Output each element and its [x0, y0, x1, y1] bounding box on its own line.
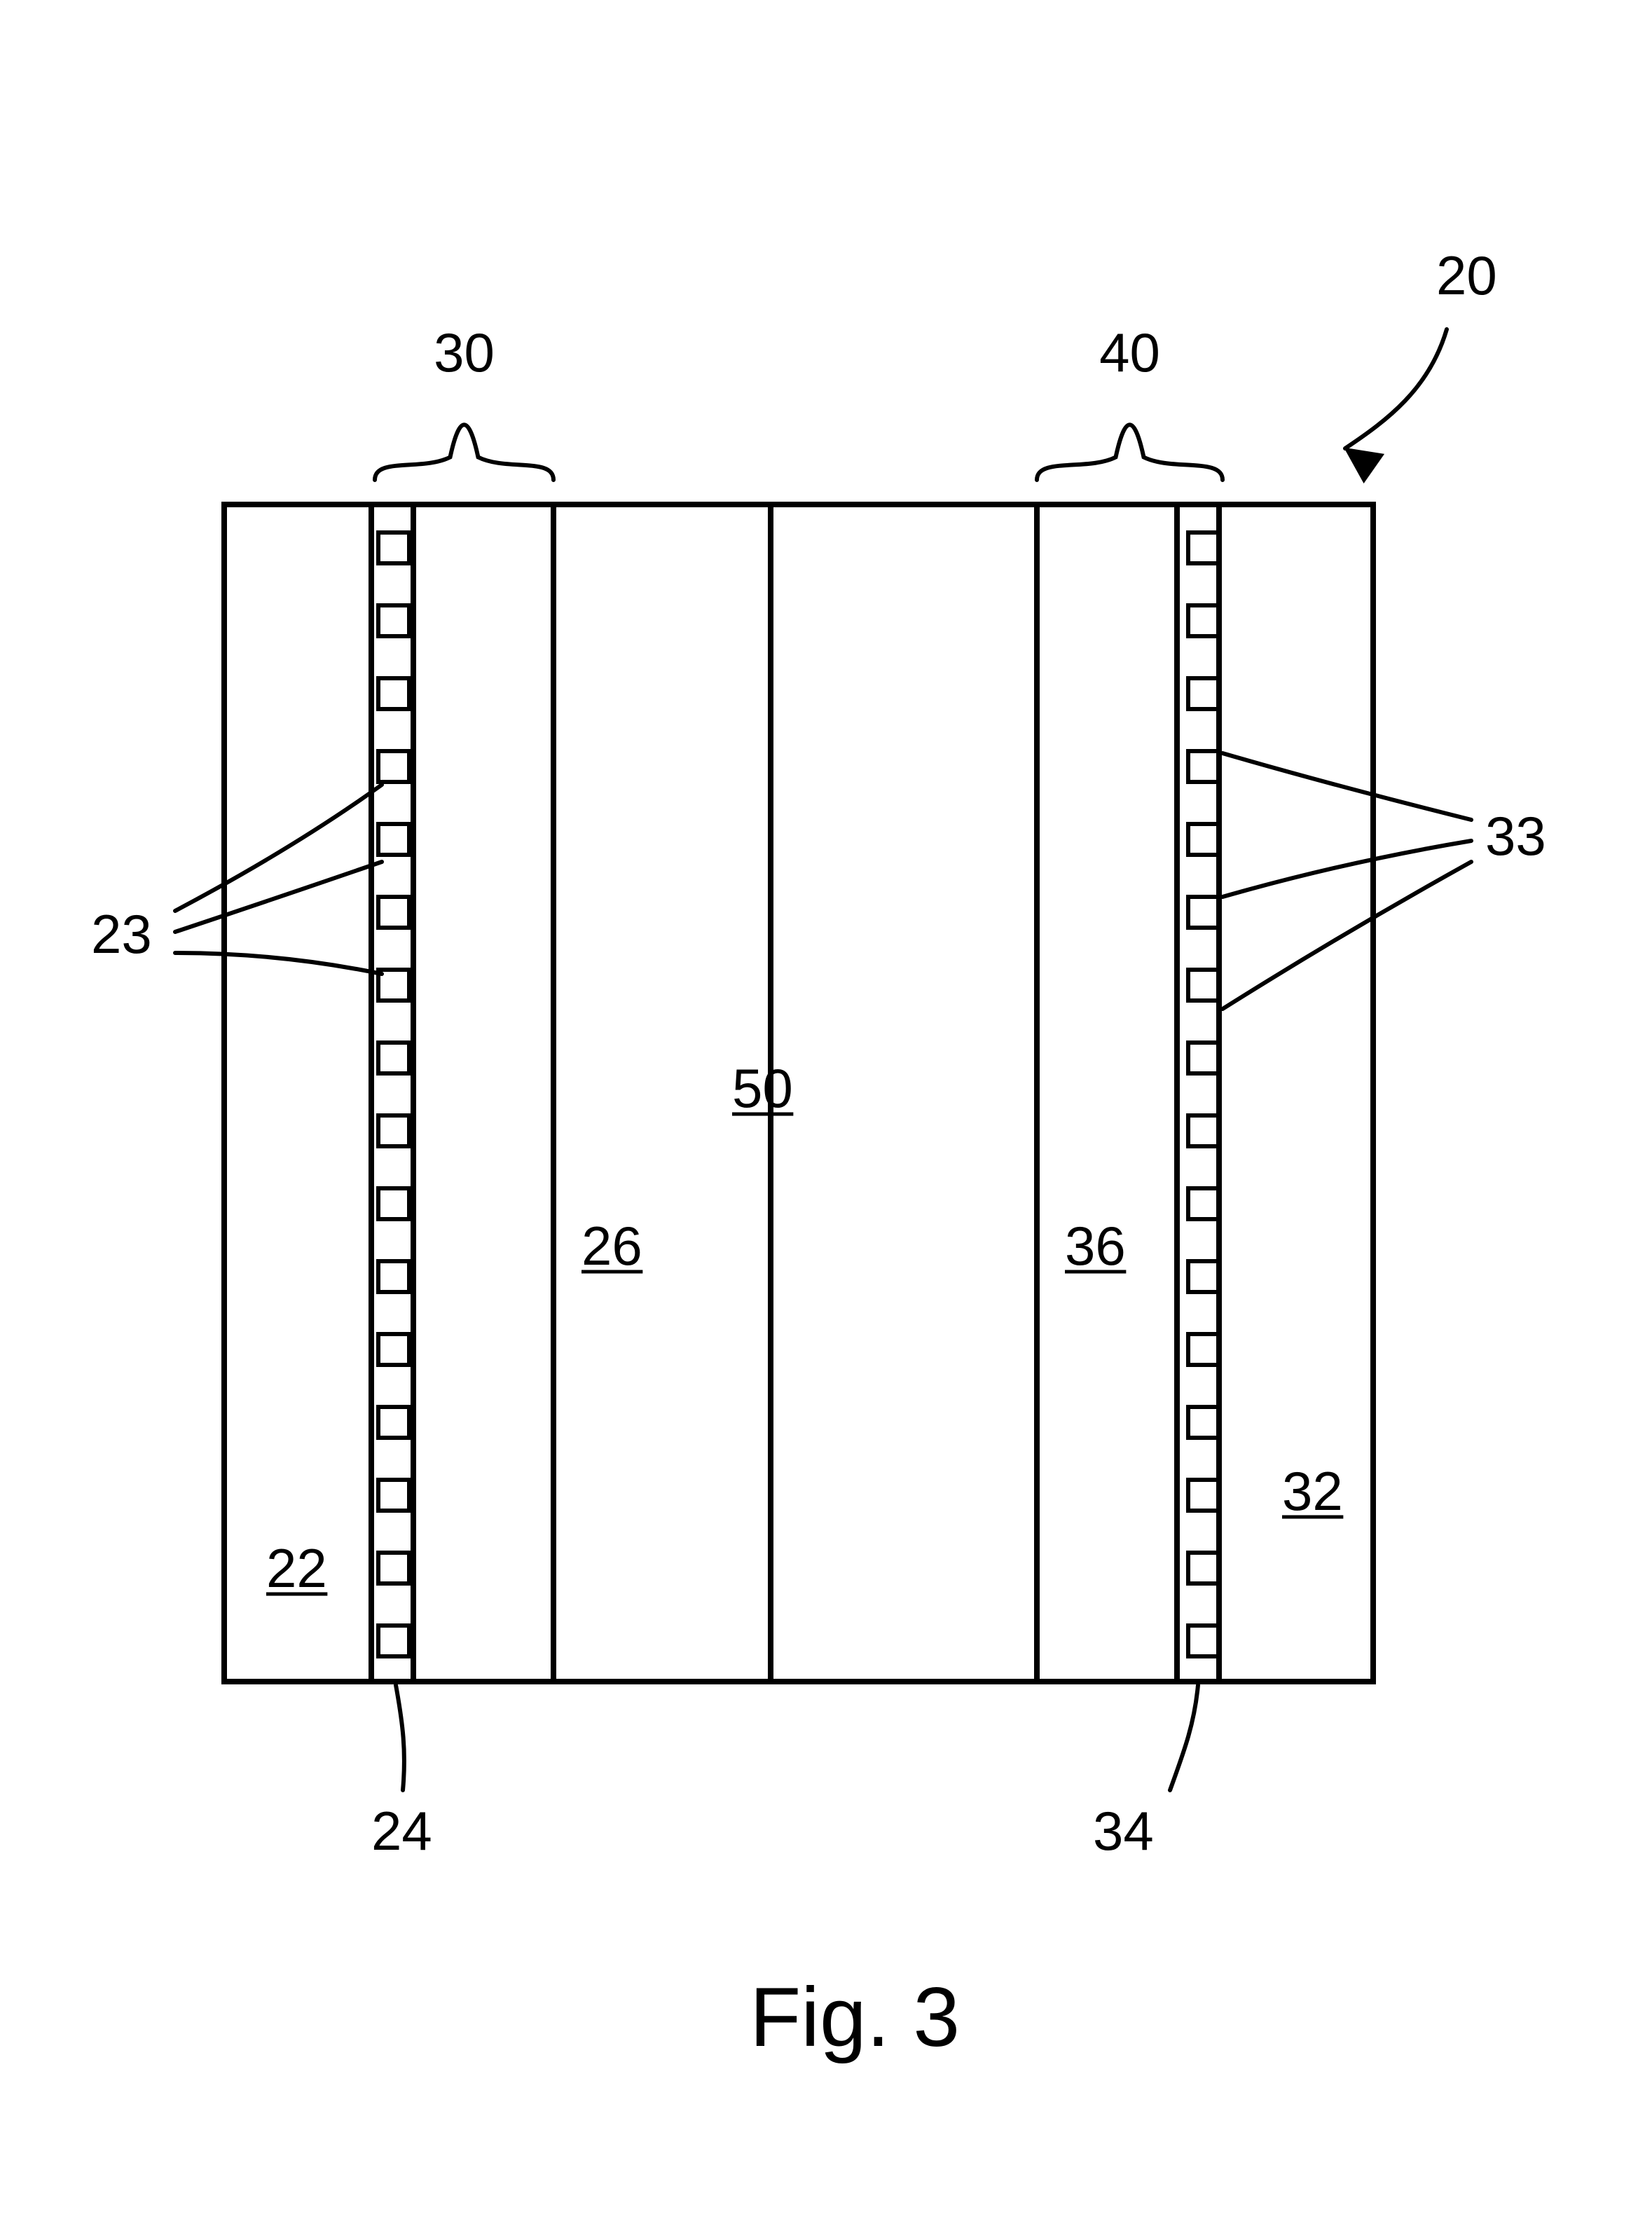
rib-right	[1188, 1480, 1219, 1511]
callout-23-leader-1	[175, 862, 382, 932]
rib-left	[378, 1407, 409, 1438]
rib-right	[1188, 824, 1219, 855]
callout-33-leader-2	[1223, 862, 1471, 1009]
arrow-20-head	[1345, 448, 1383, 482]
brace-30-label: 30	[434, 322, 495, 383]
rib-right	[1188, 970, 1219, 1001]
brace-40-label: 40	[1099, 322, 1160, 383]
region-label-50: 50	[732, 1057, 793, 1119]
rib-right	[1188, 605, 1219, 636]
callout-34-label: 34	[1093, 1800, 1154, 1862]
rib-right	[1188, 1407, 1219, 1438]
figure-caption: Fig. 3	[750, 1970, 960, 2064]
callout-24-label: 24	[371, 1800, 432, 1862]
rib-left	[378, 533, 409, 563]
region-label-36: 36	[1065, 1215, 1126, 1277]
rib-left	[378, 897, 409, 928]
rib-left	[378, 751, 409, 782]
rib-left	[378, 1334, 409, 1365]
rib-right	[1188, 1043, 1219, 1073]
rib-right	[1188, 1115, 1219, 1146]
callout-24-leader	[396, 1685, 404, 1790]
callout-23-leader-2	[175, 953, 382, 974]
rib-right	[1188, 751, 1219, 782]
rib-right	[1188, 1626, 1219, 1656]
rib-left	[378, 824, 409, 855]
rib-right	[1188, 533, 1219, 563]
rib-left	[378, 1553, 409, 1583]
rib-right	[1188, 1188, 1219, 1219]
callout-23-leader-0	[175, 785, 382, 911]
arrow-20-shaft	[1345, 329, 1447, 448]
rib-left	[378, 1261, 409, 1292]
region-label-26: 26	[581, 1215, 642, 1277]
rib-left	[378, 1188, 409, 1219]
rib-left	[378, 1043, 409, 1073]
rib-right	[1188, 1334, 1219, 1365]
rib-right	[1188, 897, 1219, 928]
label-20: 20	[1436, 245, 1497, 306]
callout-33-leader-1	[1223, 841, 1471, 897]
rib-left	[378, 605, 409, 636]
region-label-32: 32	[1282, 1460, 1343, 1522]
rib-right	[1188, 1553, 1219, 1583]
rib-right	[1188, 678, 1219, 709]
rib-right	[1188, 1261, 1219, 1292]
rib-left	[378, 678, 409, 709]
callout-33-leader-0	[1223, 753, 1471, 820]
brace-30-brace	[375, 425, 553, 480]
callout-23-label: 23	[91, 903, 152, 965]
rib-left	[378, 1626, 409, 1656]
region-label-22: 22	[266, 1537, 327, 1599]
rib-left	[378, 1480, 409, 1511]
callout-33-label: 33	[1485, 805, 1546, 867]
rib-left	[378, 1115, 409, 1146]
assembly-outline	[224, 504, 1373, 1682]
brace-40-brace	[1037, 425, 1223, 480]
callout-34-leader	[1170, 1685, 1198, 1790]
